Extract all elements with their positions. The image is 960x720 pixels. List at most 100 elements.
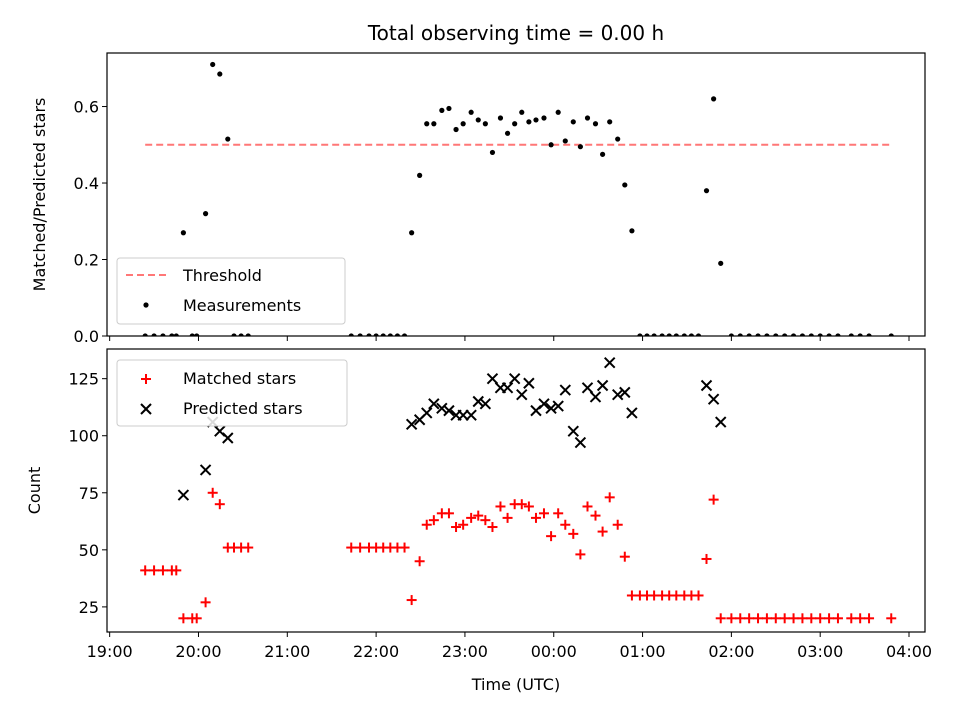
marker-d2: [603, 356, 616, 369]
chart-title: Total observing time = 0.00 h: [367, 21, 664, 45]
matched-star-point: [495, 501, 506, 512]
x-tick-label: 22:00: [353, 642, 399, 661]
predicted-star-point: [626, 407, 638, 419]
predicted-star-point: [574, 436, 587, 449]
matched-star-point: [443, 508, 454, 519]
marker-d2: [177, 489, 190, 501]
matched-star-point: [797, 613, 808, 624]
measurement-point: [245, 333, 251, 336]
matched-star-point: [619, 551, 630, 562]
marker-d2: [486, 372, 499, 385]
marker-d2: [199, 464, 212, 476]
measurement-point: [584, 115, 591, 121]
measurement-point: [688, 333, 695, 336]
matched-star-point: [428, 515, 439, 526]
legend-predicted-swatch-d2: [140, 403, 152, 415]
y-tick-label: 0.0: [74, 327, 99, 346]
marker-d2: [559, 384, 572, 396]
series-measurements: [142, 61, 894, 336]
marker-d2: [619, 386, 631, 399]
measurement-point: [746, 333, 752, 336]
matched-star-point: [597, 526, 608, 537]
matched-star-point: [735, 613, 746, 624]
measurement-point: [475, 117, 481, 123]
matched-star-point: [451, 522, 462, 533]
matched-star-point: [864, 613, 875, 624]
marker-d2: [472, 395, 484, 408]
legend: Threshold Measurements: [116, 257, 346, 325]
measurement-point: [460, 121, 466, 127]
marker-d2: [479, 398, 492, 410]
matched-star-point: [171, 565, 182, 576]
measurement-point: [817, 333, 823, 336]
matched-star-point: [502, 512, 513, 523]
matched-star-point: [346, 542, 357, 553]
matched-star-point: [546, 531, 557, 542]
marker-d2: [405, 418, 418, 431]
marker-d2: [508, 372, 521, 385]
marker-d2: [222, 432, 234, 444]
predicted-star-point: [545, 402, 557, 415]
axes-frame: [106, 348, 926, 633]
matched-star-point: [788, 613, 799, 624]
matched-star-point: [693, 590, 704, 601]
marker-d2: [436, 402, 448, 415]
matched-star-point: [406, 595, 417, 606]
measurement-point: [718, 260, 724, 266]
matched-star-point: [530, 512, 541, 523]
matched-star-point: [538, 508, 549, 519]
predicted-star-point: [443, 404, 455, 417]
predicted-star-point: [715, 416, 727, 428]
x-tick-label: 20:00: [175, 642, 221, 661]
marker-d2: [581, 382, 594, 394]
matched-star-point: [466, 512, 477, 523]
axes-frame: [106, 52, 926, 337]
y-tick-label: 50: [79, 541, 99, 560]
legend-matched-label: Matched stars: [183, 369, 296, 388]
legend-threshold-label: Threshold: [182, 266, 262, 285]
matched-star-point: [243, 542, 254, 553]
measurement-point: [711, 96, 717, 102]
matched-star-point: [214, 499, 225, 510]
y-tick-label: 0.6: [74, 98, 99, 117]
matched-star-point: [458, 519, 469, 530]
measurement-point: [180, 230, 186, 236]
matched-star-point: [140, 565, 151, 576]
predicted-star-point: [603, 356, 616, 369]
matched-star-point: [487, 522, 498, 533]
predicted-star-point: [199, 464, 212, 476]
measurement-point: [173, 333, 179, 336]
matched-star-point: [815, 613, 826, 624]
matched-star-point: [770, 613, 781, 624]
measurement-point: [888, 333, 894, 336]
matched-star-point: [200, 597, 211, 608]
measurement-point: [703, 188, 710, 194]
measurement-point: [366, 333, 372, 336]
matched-star-point: [191, 613, 202, 624]
predicted-star-point: [177, 489, 190, 501]
measurement-point: [151, 333, 157, 336]
marker-d2: [523, 377, 535, 389]
x-tick-label: 02:00: [708, 642, 754, 661]
count-panel: 25 50 75 100 125 19:00 20:00 21:00 22:00 23:00 00:…: [25, 348, 932, 694]
measurement-point: [782, 333, 788, 336]
predicted-star-point: [465, 409, 477, 421]
marker-d2: [626, 407, 638, 419]
matched-star-point: [421, 519, 432, 530]
measurement-point: [835, 333, 841, 336]
predicted-star-point: [619, 386, 631, 399]
matched-star-point: [178, 613, 189, 624]
measurement-point: [160, 333, 166, 336]
predicted-star-point: [421, 407, 433, 419]
measurement-point: [357, 333, 363, 336]
matched-star-point: [582, 501, 593, 512]
predicted-star-point: [405, 418, 418, 431]
measurement-point: [225, 136, 231, 142]
measurement-point: [424, 121, 430, 127]
legend-measurements-swatch: [143, 302, 149, 308]
measurement-point: [189, 333, 195, 336]
matched-star-point: [355, 542, 366, 553]
matched-star-point: [761, 613, 772, 624]
measurement-point: [848, 333, 854, 336]
ratio-panel: 0.0 0.2 0.4 0.6 Matched/Predicted stars Thres…: [30, 52, 926, 346]
